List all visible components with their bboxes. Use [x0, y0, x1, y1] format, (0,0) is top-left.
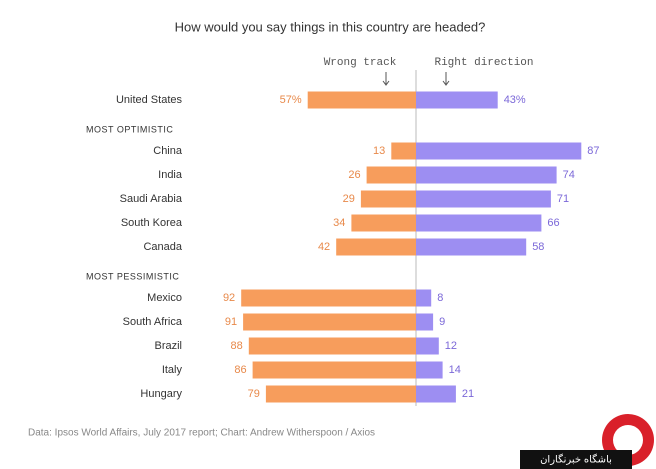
data-label: 71: [557, 193, 569, 205]
data-label: 92: [223, 292, 235, 304]
data-label: 88: [231, 340, 243, 352]
data-label: 14: [449, 364, 461, 376]
y-tick-label: United States: [116, 94, 183, 106]
bar: [252, 361, 416, 379]
section-label: MOST PESSIMISTIC: [86, 271, 179, 281]
data-label: 26: [348, 169, 360, 181]
legend-label: Right direction: [434, 57, 533, 69]
watermark-box: [520, 450, 632, 469]
bar: [360, 190, 416, 208]
data-label: 9: [439, 316, 445, 328]
y-tick-label: Saudi Arabia: [120, 193, 183, 205]
data-label: 66: [547, 217, 559, 229]
data-label: 13: [373, 145, 385, 157]
y-tick-label: South Korea: [121, 217, 183, 229]
bar: [416, 142, 582, 160]
data-label: 91: [225, 316, 237, 328]
legend-arrow: [382, 72, 390, 86]
watermark: باشگاه خبرنگاران: [540, 454, 612, 466]
data-label: 21: [462, 388, 474, 400]
y-tick-label: South Africa: [123, 316, 183, 328]
watermark-logo: [613, 425, 643, 455]
y-tick-label: Italy: [162, 364, 183, 376]
bar: [416, 385, 456, 403]
data-label: 34: [333, 217, 345, 229]
data-label: 12: [445, 340, 457, 352]
bar: [416, 91, 498, 109]
chart-title: How would you say things in this country…: [175, 19, 486, 34]
source: Data: Ipsos World Affairs, July 2017 rep…: [28, 428, 375, 439]
bar: [416, 190, 551, 208]
bar: [243, 313, 416, 331]
bar: [307, 91, 416, 109]
y-tick-label: Hungary: [140, 388, 182, 400]
bar: [366, 166, 416, 184]
y-tick-label: Brazil: [154, 340, 182, 352]
data-label: 43%: [504, 94, 526, 106]
data-label: 57%: [280, 94, 302, 106]
bar: [416, 214, 542, 232]
legend-arrow: [442, 72, 450, 86]
bar: [391, 142, 416, 160]
bar: [416, 313, 434, 331]
data-label: 79: [248, 388, 260, 400]
bar: [416, 361, 443, 379]
bar: [351, 214, 416, 232]
data-label: 87: [587, 145, 599, 157]
data-label: 86: [234, 364, 246, 376]
bar: [416, 238, 527, 256]
data-label: 74: [563, 169, 575, 181]
bar: [336, 238, 416, 256]
section-label: MOST OPTIMISTIC: [86, 124, 173, 134]
data-label: 29: [343, 193, 355, 205]
y-tick-label: Mexico: [147, 292, 182, 304]
bar: [416, 289, 432, 307]
data-label: 42: [318, 241, 330, 253]
data-label: 8: [437, 292, 443, 304]
bar: [416, 166, 557, 184]
y-tick-label: China: [153, 145, 183, 157]
y-tick-label: India: [158, 169, 183, 181]
bar: [241, 289, 416, 307]
legend-label: Wrong track: [324, 57, 397, 69]
data-label: 58: [532, 241, 544, 253]
bar: [265, 385, 416, 403]
bar: [248, 337, 416, 355]
bar: [416, 337, 439, 355]
y-tick-label: Canada: [143, 241, 182, 253]
